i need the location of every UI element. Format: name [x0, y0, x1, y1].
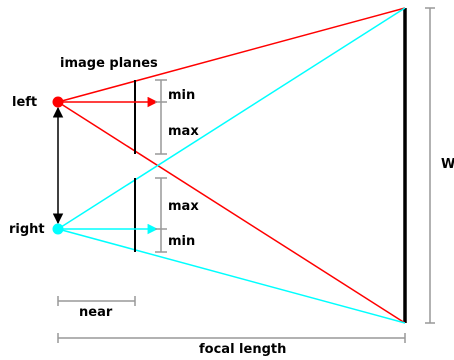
near-dimension: [57, 296, 136, 306]
left-ray-top: [57, 7, 406, 103]
near-label: near: [79, 305, 113, 320]
focal-length-label: focal length: [199, 342, 287, 357]
right-ray-top: [57, 7, 406, 230]
right-eye-label: right: [9, 222, 45, 237]
max-top-label: max: [168, 124, 199, 139]
top-min-max-dimension: [155, 79, 167, 155]
width-dimension: [425, 7, 435, 324]
max-bottom-label: max: [168, 199, 199, 214]
right-ray-bottom: [57, 228, 406, 324]
image-planes-label: image planes: [60, 56, 158, 71]
min-bottom-label: min: [168, 234, 196, 249]
right-eye: [52, 223, 64, 235]
bottom-min-max-dimension: [155, 177, 167, 253]
focal-length-dimension: [57, 333, 406, 343]
left-eye: [52, 96, 64, 108]
min-top-label: min: [168, 88, 196, 103]
left-ray-bottom: [57, 101, 406, 324]
width-label: W: [441, 157, 454, 172]
left-eye-label: left: [12, 95, 38, 110]
